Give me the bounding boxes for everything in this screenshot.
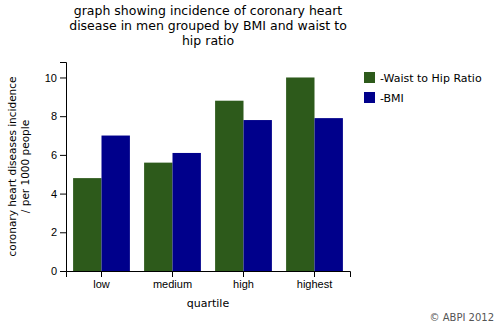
y-tick: 2: [51, 226, 66, 238]
x-tick-mark: [243, 271, 244, 277]
y-tick-label: 8: [51, 110, 57, 122]
legend-item: -BMI: [364, 92, 404, 105]
x-tick-mark: [172, 271, 173, 277]
bar: [215, 101, 243, 271]
legend-item: -Waist to Hip Ratio: [364, 72, 482, 85]
y-axis: 0 2 4 6 8 10: [45, 63, 67, 278]
y-tick-label: 4: [51, 188, 57, 200]
legend: -Waist to Hip Ratio -BMI: [364, 72, 482, 105]
bar: [286, 77, 314, 271]
y-tick-mark: [60, 77, 66, 78]
x-tick-label: high: [233, 278, 254, 290]
x-axis-title: quartile: [187, 297, 230, 310]
bar: [244, 120, 272, 271]
bar: [173, 153, 201, 271]
bars: [73, 77, 343, 271]
bar: [73, 178, 101, 271]
bar: [144, 163, 172, 271]
x-tick-label: highest: [297, 278, 332, 290]
legend-swatch: [364, 72, 375, 83]
annotation: © ABPI 2012: [430, 312, 495, 323]
y-tick-mark: [60, 155, 66, 156]
legend-label: -BMI: [380, 92, 404, 105]
y-tick: 6: [51, 149, 66, 161]
bar-series: [102, 118, 343, 271]
x-tick: highest: [297, 271, 332, 290]
title: graph showing incidence of coronary hear…: [69, 3, 347, 48]
plot: low medium high highest 0 2 4 6 8 10: [45, 63, 351, 290]
y-tick-label: 0: [51, 265, 57, 277]
chart: graph showing incidence of coronary hear…: [0, 0, 500, 327]
x-tick-mark: [101, 271, 102, 277]
y-tick: 0: [51, 265, 66, 277]
y-tick: 10: [45, 72, 66, 84]
x-axis-line: [67, 272, 351, 278]
x-axis: low medium high highest: [67, 271, 351, 290]
bar: [315, 118, 343, 271]
legend-swatch: [364, 92, 375, 103]
y-tick-mark: [60, 271, 66, 272]
y-tick-label: 6: [51, 149, 57, 161]
x-tick-label: medium: [153, 278, 192, 290]
y-axis-line: [60, 63, 67, 272]
x-tick: medium: [153, 271, 192, 290]
x-tick-mark: [314, 271, 315, 277]
y-tick-mark: [60, 194, 66, 195]
y-tick: 8: [51, 110, 66, 122]
bar: [102, 136, 130, 271]
x-tick: low: [93, 271, 110, 290]
y-tick-label: 2: [51, 226, 57, 238]
x-tick-label: low: [93, 278, 110, 290]
y-tick-label: 10: [45, 72, 57, 84]
y-axis-title: coronary heart diseases incidence/ per 1…: [6, 77, 31, 257]
y-tick-mark: [60, 232, 66, 233]
y-tick-mark: [60, 116, 66, 117]
x-tick: high: [233, 271, 254, 290]
bar-series: [73, 77, 314, 271]
y-tick: 4: [51, 188, 66, 200]
legend-label: -Waist to Hip Ratio: [380, 72, 482, 85]
